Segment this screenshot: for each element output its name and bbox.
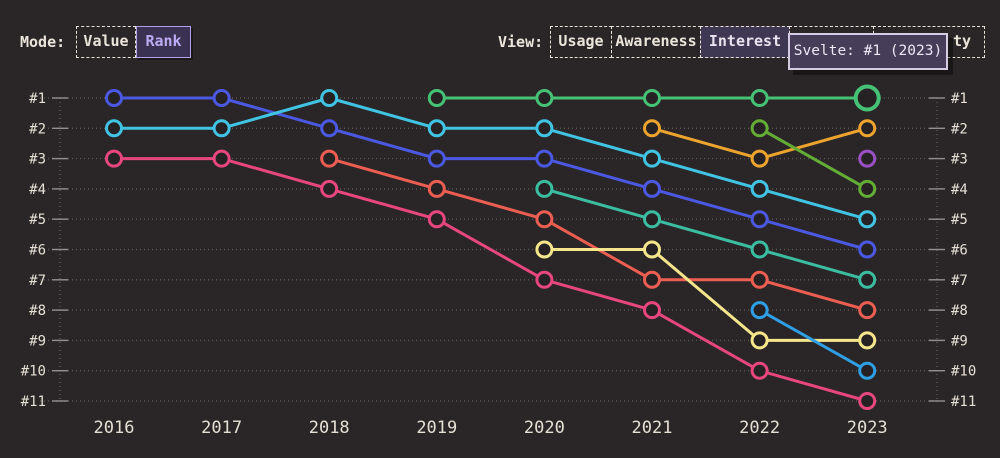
- line-series-teal: [542, 187, 869, 282]
- marker-series-cyan-2023[interactable]: [858, 210, 877, 229]
- marker-series-pink-2023[interactable]: [858, 392, 877, 410]
- year-label: 2017: [201, 418, 242, 438]
- marker-series-coral-red-2022[interactable]: [750, 270, 769, 289]
- marker-series-orange-2022[interactable]: [750, 149, 769, 168]
- marker-svelte-2021[interactable]: [643, 89, 661, 107]
- marker-series-orange-2021[interactable]: [643, 119, 661, 138]
- marker-series-royal-blue-2023[interactable]: [858, 240, 877, 259]
- marker-series-yellow-2021[interactable]: [643, 240, 661, 259]
- marker-series-pink-2019[interactable]: [427, 210, 446, 229]
- right-rank-label: #10: [951, 364, 976, 380]
- mode-rank-button[interactable]: Rank: [136, 26, 191, 58]
- tooltip-text: Svelte: #1 (2023): [793, 43, 943, 59]
- marker-series-green-2022[interactable]: [750, 119, 769, 138]
- line-series-pink: [112, 157, 869, 403]
- marker-series-pink-2021[interactable]: [643, 301, 661, 320]
- marker-series-coral-red-2019[interactable]: [427, 179, 446, 198]
- right-rank-label: #1: [951, 91, 968, 107]
- left-rank-label: #3: [29, 152, 46, 168]
- year-label: 2016: [94, 418, 135, 438]
- left-rank-label: #8: [29, 303, 46, 319]
- left-rank-label: #6: [29, 243, 46, 259]
- left-rank-label: #9: [29, 333, 46, 349]
- marker-series-orange-2023[interactable]: [858, 119, 877, 138]
- marker-series-royal-blue-2020[interactable]: [535, 149, 554, 168]
- right-rank-label: #7: [951, 273, 968, 289]
- marker-series-teal-2022[interactable]: [750, 240, 769, 259]
- right-rank-label: #2: [951, 121, 968, 137]
- marker-series-azure-2023[interactable]: [858, 361, 877, 380]
- year-label: 2022: [739, 418, 780, 438]
- mode-value-button[interactable]: Value: [76, 26, 136, 58]
- marker-series-cyan-2022[interactable]: [750, 179, 769, 198]
- chart-tooltip: Svelte: #1 (2023): [788, 33, 948, 70]
- marker-series-coral-red-2023[interactable]: [858, 301, 877, 320]
- left-rank-label: #1: [29, 91, 46, 107]
- left-rank-label: #7: [29, 273, 46, 289]
- line-series-green: [758, 126, 869, 191]
- year-label: 2020: [524, 418, 565, 438]
- marker-series-cyan-2018[interactable]: [320, 89, 339, 107]
- marker-svelte-2023[interactable]: [853, 84, 881, 112]
- marker-series-yellow-2020[interactable]: [535, 240, 554, 259]
- marker-series-cyan-2016[interactable]: [105, 119, 123, 138]
- marker-svelte-2019[interactable]: [427, 89, 446, 107]
- right-rank-label: #8: [951, 303, 968, 319]
- marker-series-azure-2022[interactable]: [750, 301, 769, 320]
- marker-series-royal-blue-2018[interactable]: [320, 119, 339, 138]
- marker-series-pink-2022[interactable]: [750, 361, 769, 380]
- marker-series-yellow-2023[interactable]: [858, 331, 877, 350]
- marker-series-cyan-2017[interactable]: [212, 119, 231, 138]
- left-rank-label: #5: [29, 212, 46, 228]
- right-rank-label: #5: [951, 212, 968, 228]
- year-label: 2021: [632, 418, 673, 438]
- marker-series-royal-blue-2017[interactable]: [212, 89, 231, 107]
- right-rank-label: #9: [951, 333, 968, 349]
- left-rank-label: #10: [21, 364, 46, 380]
- line-series-azure: [758, 308, 869, 373]
- marker-series-cyan-2020[interactable]: [535, 119, 554, 138]
- marker-series-royal-blue-2016[interactable]: [105, 89, 123, 107]
- right-rank-label: #3: [951, 152, 968, 168]
- marker-series-coral-red-2018[interactable]: [320, 149, 339, 168]
- marker-series-pink-2018[interactable]: [320, 179, 339, 198]
- line-series-cyan: [112, 96, 869, 221]
- marker-series-royal-blue-2022[interactable]: [750, 210, 769, 229]
- marker-series-coral-red-2020[interactable]: [535, 210, 554, 229]
- view-interest-button[interactable]: Interest: [700, 26, 790, 58]
- line-series-royal-blue: [112, 96, 869, 251]
- year-label: 2018: [309, 418, 350, 438]
- marker-series-royal-blue-2019[interactable]: [427, 149, 446, 168]
- marker-series-purple-2023[interactable]: [858, 149, 877, 168]
- marker-svelte-2020[interactable]: [535, 89, 554, 107]
- marker-series-green-2023[interactable]: [858, 179, 877, 198]
- view-label: View:: [498, 33, 544, 51]
- left-rank-label: #11: [21, 394, 46, 410]
- marker-series-pink-2016[interactable]: [105, 149, 123, 168]
- marker-series-pink-2020[interactable]: [535, 270, 554, 289]
- right-rank-label: #11: [951, 394, 976, 410]
- line-series-coral-red: [327, 157, 869, 312]
- marker-series-coral-red-2021[interactable]: [643, 270, 661, 289]
- marker-series-cyan-2019[interactable]: [427, 119, 446, 138]
- left-rank-label: #4: [29, 182, 46, 198]
- marker-series-teal-2023[interactable]: [858, 270, 877, 289]
- mode-label: Mode:: [20, 33, 66, 51]
- marker-series-cyan-2021[interactable]: [643, 149, 661, 168]
- right-rank-label: #6: [951, 243, 968, 259]
- right-rank-label: #4: [951, 182, 968, 198]
- left-rank-label: #2: [29, 121, 46, 137]
- year-label: 2019: [416, 418, 457, 438]
- marker-series-teal-2020[interactable]: [535, 179, 554, 198]
- year-label: 2023: [847, 418, 888, 438]
- marker-series-teal-2021[interactable]: [643, 210, 661, 229]
- marker-svelte-2022[interactable]: [750, 89, 769, 107]
- marker-series-royal-blue-2021[interactable]: [643, 179, 661, 198]
- marker-series-pink-2017[interactable]: [212, 149, 231, 168]
- marker-series-yellow-2022[interactable]: [750, 331, 769, 350]
